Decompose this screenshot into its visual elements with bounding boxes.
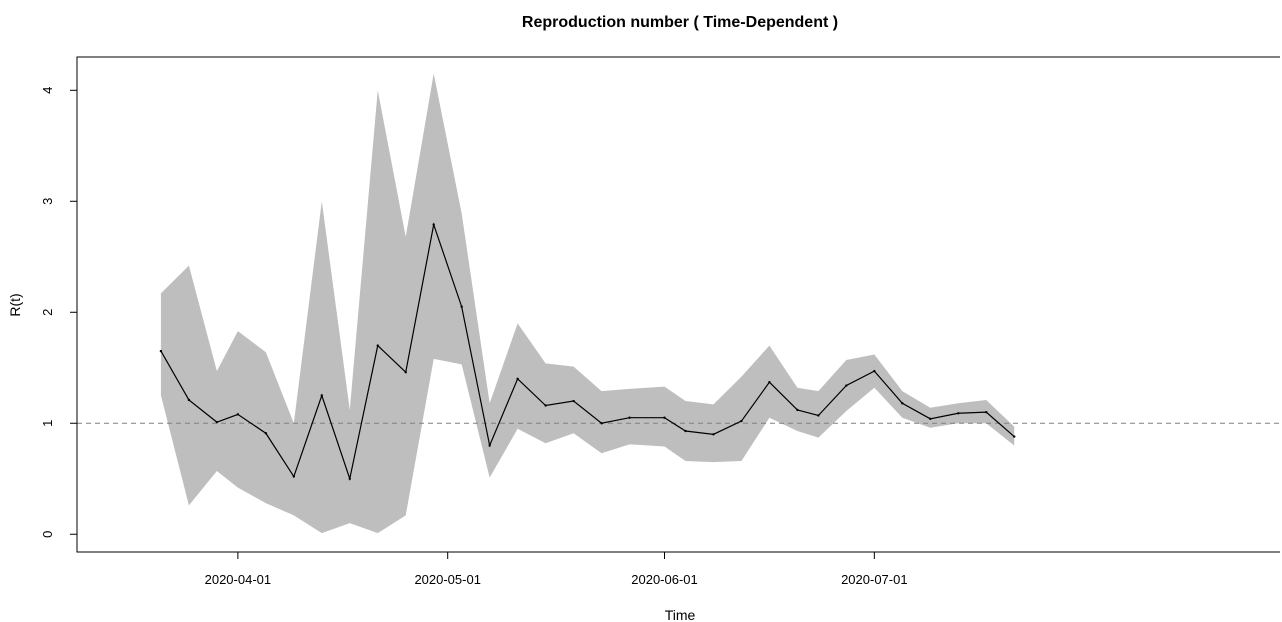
data-point	[663, 416, 666, 419]
data-point	[376, 344, 379, 347]
data-point	[600, 422, 603, 425]
data-point	[404, 371, 407, 374]
data-point	[488, 444, 491, 447]
data-point	[460, 305, 463, 308]
data-point	[845, 384, 848, 387]
data-point	[159, 349, 163, 353]
data-point	[929, 417, 932, 421]
y-tick-label: 4	[40, 87, 55, 94]
plot-frame	[76, 56, 1280, 553]
confidence-band	[160, 73, 1015, 534]
data-point	[712, 433, 715, 436]
series-line	[160, 222, 1015, 482]
x-tick-label: 2020-06-01	[631, 572, 698, 587]
data-point	[516, 377, 519, 381]
data-point	[236, 413, 240, 416]
y-tick-label: 2	[40, 309, 55, 316]
y-tick-label: 0	[40, 531, 55, 538]
y-tick-label: 1	[40, 420, 55, 427]
data-point	[796, 408, 799, 412]
data-point	[432, 223, 435, 226]
data-point	[985, 410, 988, 414]
chart-title: Reproduction number ( Time-Dependent )	[522, 14, 838, 31]
x-tick-label: 2020-07-01	[841, 572, 908, 587]
x-axis-label: Time	[665, 607, 696, 622]
data-point	[740, 419, 743, 423]
x-tick-label: 2020-05-01	[414, 572, 481, 587]
data-point	[628, 416, 631, 419]
data-point	[768, 380, 771, 384]
data-point	[187, 398, 191, 402]
data-point	[957, 412, 960, 415]
data-point	[873, 369, 876, 373]
data-point	[320, 394, 323, 397]
data-point	[264, 432, 268, 435]
y-tick-label: 3	[40, 198, 55, 205]
data-point	[348, 477, 351, 480]
y-axis-label: R(t)	[7, 293, 23, 316]
data-point	[572, 399, 575, 403]
plot-area: 2020-04-01 2020-05-01 2020-06-01 2020-07-01…	[40, 56, 1280, 587]
data-point	[1013, 435, 1016, 438]
data-point	[544, 404, 547, 407]
data-point	[292, 475, 296, 478]
data-point	[215, 420, 219, 424]
x-tick-label: 2020-04-01	[205, 572, 272, 587]
data-point	[901, 402, 904, 405]
data-point	[817, 414, 820, 417]
data-point	[684, 429, 687, 433]
